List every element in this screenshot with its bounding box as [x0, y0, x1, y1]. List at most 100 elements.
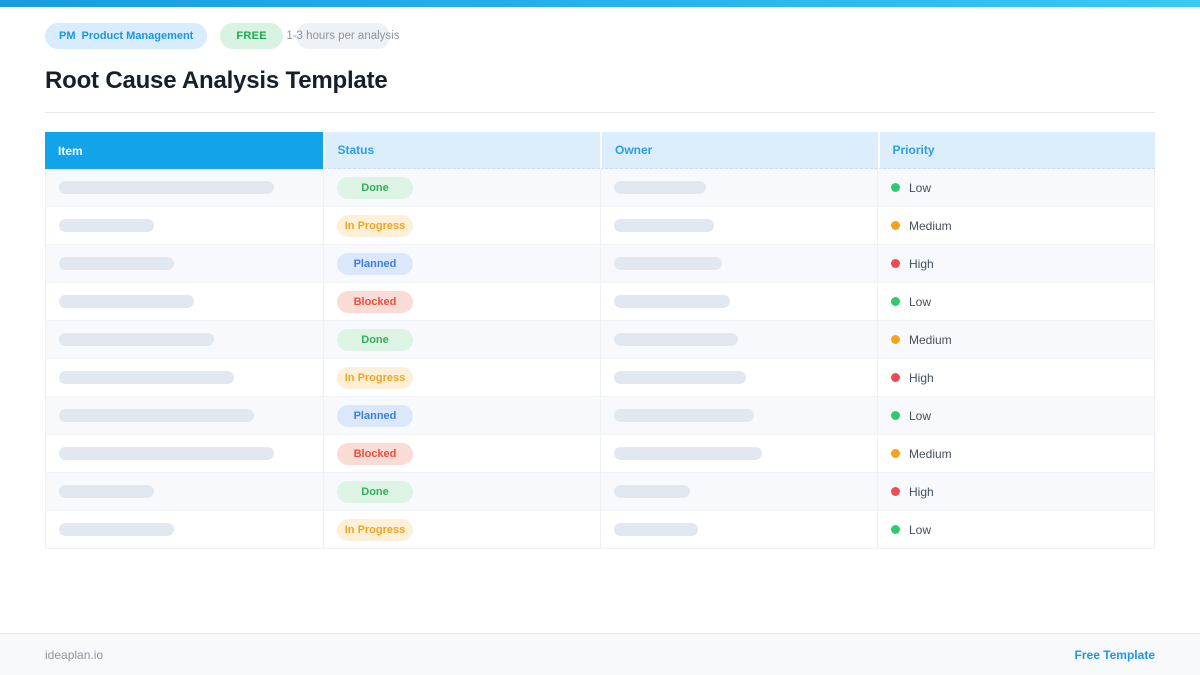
table-row: Planned High [46, 245, 1154, 283]
owner-cell [600, 511, 877, 548]
owner-cell [600, 169, 877, 206]
table-row: In Progress Low [46, 511, 1154, 549]
item-placeholder [59, 219, 154, 232]
owner-cell [600, 359, 877, 396]
footer-site-label: ideaplan.io [45, 647, 104, 662]
table-row: In Progress High [46, 359, 1154, 397]
item-cell [46, 245, 323, 282]
item-cell [46, 511, 323, 548]
owner-cell [600, 473, 877, 510]
priority-dot [891, 411, 900, 420]
table-row: Done Low [46, 169, 1154, 207]
priority-label: Medium [909, 446, 952, 461]
owner-placeholder [614, 447, 762, 460]
status-badge: Planned [337, 252, 413, 275]
category-prefix: PM [59, 30, 76, 42]
status-badge: Blocked [337, 442, 413, 465]
priority-dot [891, 525, 900, 534]
item-placeholder [59, 523, 174, 536]
priority-cell: Low [877, 169, 1154, 206]
priority-cell: Low [877, 397, 1154, 434]
item-cell [46, 207, 323, 244]
category-badge: PM Product Management [45, 23, 208, 49]
owner-placeholder [614, 523, 698, 536]
owner-cell [600, 435, 877, 472]
priority-cell: Medium [877, 207, 1154, 244]
status-badge: Planned [337, 404, 413, 427]
table-header-row: Item Status Owner Priority [45, 132, 1155, 169]
owner-cell [600, 207, 877, 244]
status-cell: Blocked [323, 435, 600, 472]
priority-dot [891, 259, 900, 268]
top-accent-bar [0, 0, 1200, 7]
owner-placeholder [614, 219, 714, 232]
item-cell [46, 435, 323, 472]
item-cell [46, 397, 323, 434]
priority-label: Low [909, 294, 932, 309]
footer-free-template-link[interactable]: Free Template [1074, 647, 1155, 662]
column-header-priority: Priority [877, 132, 1155, 169]
status-badge: Done [337, 176, 413, 199]
priority-dot [891, 487, 900, 496]
table-row: Planned Low [46, 397, 1154, 435]
status-badge: Done [337, 328, 413, 351]
column-header-item: Item [45, 132, 323, 169]
owner-cell [600, 321, 877, 358]
table-row: Done Medium [46, 321, 1154, 359]
table-row: In Progress Medium [46, 207, 1154, 245]
owner-placeholder [614, 409, 754, 422]
priority-dot [891, 335, 900, 344]
item-placeholder [59, 371, 234, 384]
status-badge: In Progress [337, 214, 413, 237]
priority-label: High [909, 256, 934, 271]
column-header-status: Status [322, 132, 600, 169]
priority-label: Low [909, 522, 932, 537]
priority-label: Low [909, 408, 932, 423]
item-placeholder [59, 295, 194, 308]
category-label: Product Management [81, 30, 194, 42]
status-cell: In Progress [323, 511, 600, 548]
priority-cell: Medium [877, 321, 1154, 358]
item-placeholder [59, 257, 174, 270]
priority-cell: High [877, 473, 1154, 510]
title-divider [45, 112, 1155, 113]
priority-label: Medium [909, 332, 952, 347]
owner-placeholder [614, 181, 706, 194]
content: PM Product Management FREE 1-3 hours per… [0, 23, 1200, 549]
status-badge: In Progress [337, 518, 413, 541]
table-body: Done Low In Progress Medium Planned [45, 169, 1155, 549]
table-row: Blocked Medium [46, 435, 1154, 473]
analysis-table: Item Status Owner Priority Done Low In P… [45, 132, 1155, 549]
status-badge: Done [337, 480, 413, 503]
priority-cell: Low [877, 511, 1154, 548]
status-cell: In Progress [323, 207, 600, 244]
table-row: Done High [46, 473, 1154, 511]
status-cell: Blocked [323, 283, 600, 320]
item-cell [46, 169, 323, 206]
item-placeholder [59, 333, 214, 346]
status-badge: In Progress [337, 366, 413, 389]
item-placeholder [59, 181, 274, 194]
owner-cell [600, 245, 877, 282]
item-placeholder [59, 485, 154, 498]
priority-label: Low [909, 180, 932, 195]
owner-placeholder [614, 333, 738, 346]
status-cell: Done [323, 169, 600, 206]
owner-placeholder [614, 257, 722, 270]
priority-dot [891, 183, 900, 192]
column-header-owner: Owner [600, 132, 878, 169]
owner-cell [600, 283, 877, 320]
status-cell: Planned [323, 245, 600, 282]
page-title: Root Cause Analysis Template [45, 67, 388, 94]
owner-placeholder [614, 485, 690, 498]
item-cell [46, 473, 323, 510]
priority-cell: High [877, 245, 1154, 282]
item-placeholder [59, 409, 254, 422]
priority-cell: Medium [877, 435, 1154, 472]
priority-dot [891, 449, 900, 458]
priority-label: High [909, 484, 934, 499]
badges-row: PM Product Management FREE 1-3 hours per… [45, 23, 1155, 49]
item-cell [46, 321, 323, 358]
status-cell: Planned [323, 397, 600, 434]
